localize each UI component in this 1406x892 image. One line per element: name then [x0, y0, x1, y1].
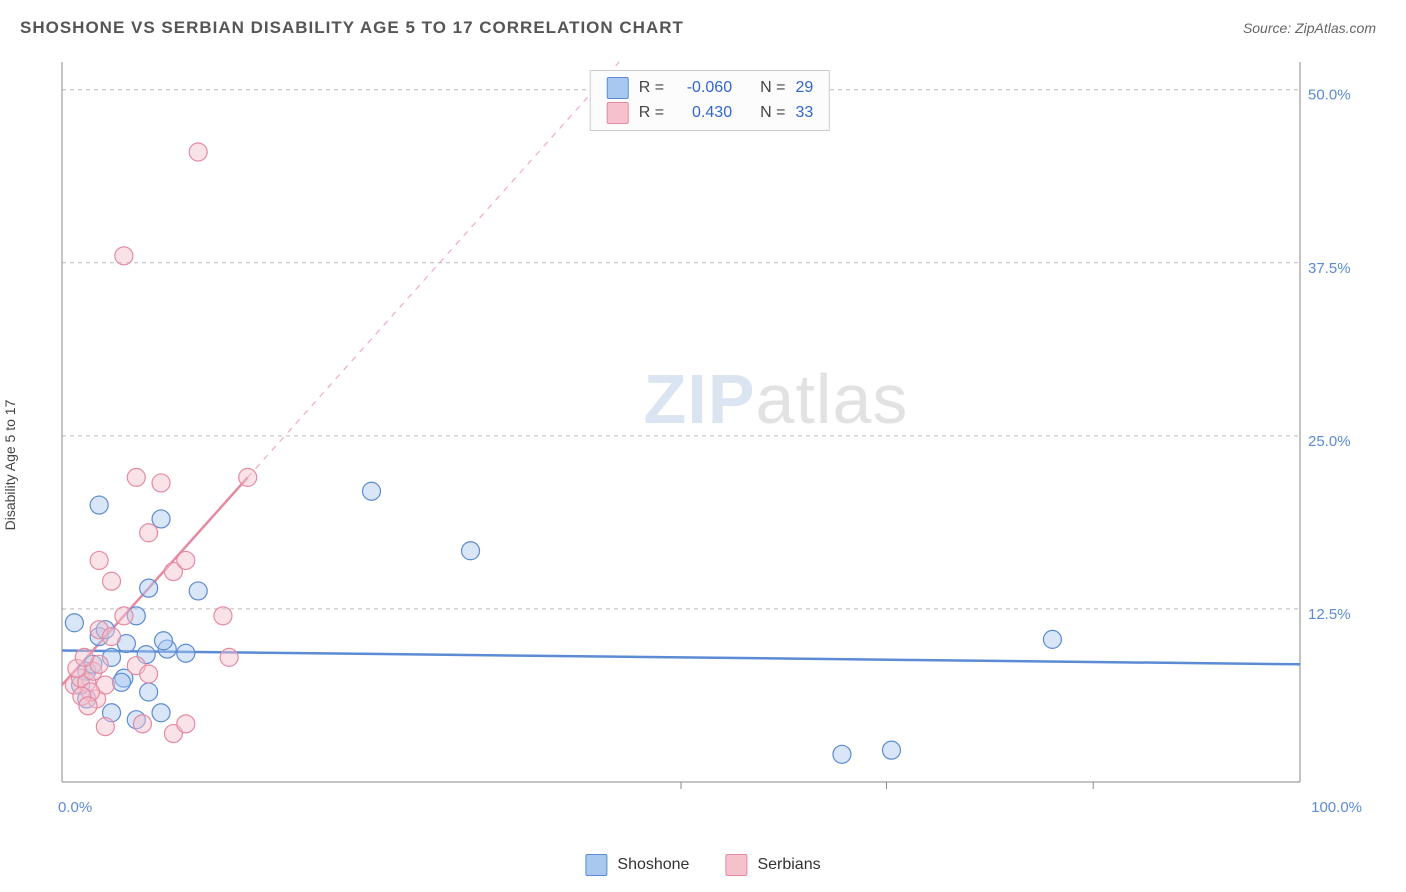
svg-text:100.0%: 100.0%: [1311, 799, 1362, 816]
svg-text:12.5%: 12.5%: [1308, 606, 1351, 623]
plot-area: 12.5%25.0%37.5%50.0%0.0%100.0% ZIPatlas …: [50, 60, 1370, 830]
legend-correlation-row: R = -0.060 N = 29: [607, 77, 813, 99]
legend-swatch: [585, 854, 607, 876]
y-axis-label: Disability Age 5 to 17: [2, 400, 18, 531]
legend-series-label: Shoshone: [617, 856, 689, 874]
legend-n-label: N =: [760, 104, 785, 122]
legend-n-label: N =: [760, 79, 785, 97]
svg-text:37.5%: 37.5%: [1308, 260, 1351, 277]
series-legend: Shoshone Serbians: [585, 854, 820, 876]
legend-n-value: 29: [795, 79, 813, 97]
chart-title: SHOSHONE VS SERBIAN DISABILITY AGE 5 TO …: [20, 18, 684, 38]
legend-correlation-row: R = 0.430 N = 33: [607, 102, 813, 124]
legend-swatch: [725, 854, 747, 876]
scatter-svg: 12.5% 25.0% 37.5% 50.0% 0.0% 100.0%: [50, 60, 1370, 830]
legend-swatch: [607, 77, 629, 99]
legend-n-value: 33: [795, 104, 813, 122]
legend-series-item: Shoshone: [585, 854, 689, 876]
legend-r-value: 0.430: [674, 104, 732, 122]
legend-r-label: R =: [639, 79, 664, 97]
legend-series-item: Serbians: [725, 854, 820, 876]
chart-container: Disability Age 5 to 17 12.5%25.0%37.5%50…: [20, 50, 1386, 880]
chart-source: Source: ZipAtlas.com: [1243, 20, 1376, 36]
legend-r-label: R =: [639, 104, 664, 122]
svg-text:0.0%: 0.0%: [58, 799, 92, 816]
correlation-legend: R = -0.060 N = 29 R = 0.430 N = 33: [590, 70, 830, 131]
svg-text:25.0%: 25.0%: [1308, 433, 1351, 450]
legend-r-value: -0.060: [674, 79, 732, 97]
legend-swatch: [607, 102, 629, 124]
legend-series-label: Serbians: [757, 856, 820, 874]
chart-header: SHOSHONE VS SERBIAN DISABILITY AGE 5 TO …: [0, 0, 1406, 48]
svg-text:50.0%: 50.0%: [1308, 87, 1351, 104]
